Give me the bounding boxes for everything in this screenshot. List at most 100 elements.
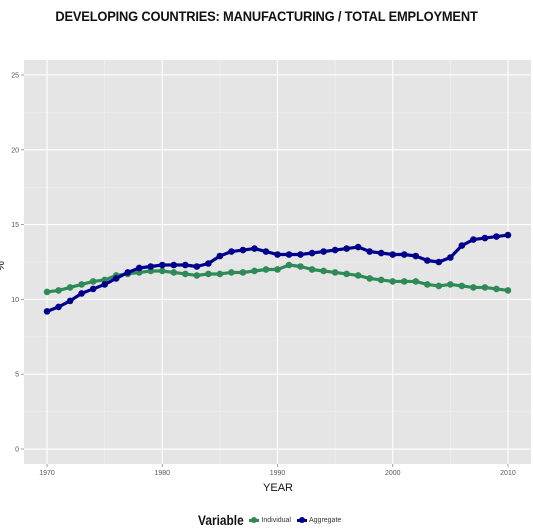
point-aggregate-1993: [308, 249, 316, 257]
point-aggregate-1990: [274, 251, 281, 258]
x-tick-label-1970: 1970: [39, 470, 55, 477]
series-individual: [43, 261, 512, 296]
point-individual-1989: [262, 266, 270, 273]
legend-key-individual: [249, 515, 260, 525]
point-individual-2010: [504, 287, 512, 294]
point-aggregate-1974: [89, 285, 97, 293]
point-individual-1996: [343, 270, 350, 278]
legend-item-aggregate: Aggregate: [296, 515, 342, 525]
point-individual-1994: [320, 267, 327, 275]
x-tick-label-2000: 2000: [385, 470, 401, 477]
point-individual-1970: [43, 288, 51, 296]
point-individual-2005: [447, 281, 454, 288]
point-aggregate-2000: [389, 251, 397, 258]
point-aggregate-1995: [331, 246, 339, 254]
legend: Variable Individual Aggregate: [0, 510, 533, 530]
point-aggregate-1996: [343, 245, 350, 252]
point-aggregate-2006: [458, 242, 466, 249]
point-aggregate-2001: [400, 251, 408, 258]
point-aggregate-1997: [354, 243, 362, 251]
point-aggregate-2005: [447, 254, 454, 261]
point-individual-1981: [170, 269, 178, 276]
point-individual-1988: [251, 267, 258, 275]
point-individual-1971: [55, 287, 62, 294]
point-individual-1982: [182, 270, 189, 278]
point-individual-1972: [66, 284, 74, 291]
point-aggregate-1983: [193, 263, 201, 270]
point-aggregate-1998: [366, 248, 373, 255]
point-individual-1991: [285, 261, 293, 269]
y-tick-label-5: 5: [15, 372, 19, 379]
legend-label-aggregate: Aggregate: [308, 516, 342, 524]
point-individual-2006: [458, 282, 466, 290]
point-individual-2001: [400, 278, 408, 285]
point-individual-2000: [389, 278, 397, 285]
point-aggregate-1978: [135, 264, 143, 272]
y-tick-label-0: 0: [15, 447, 19, 454]
point-individual-1995: [331, 269, 339, 276]
point-individual-1993: [308, 266, 316, 273]
point-individual-1986: [228, 269, 235, 276]
point-individual-2008: [481, 284, 489, 291]
point-individual-2002: [412, 278, 420, 285]
point-individual-1980: [158, 267, 166, 275]
point-aggregate-2007: [470, 236, 477, 243]
y-tick-label-25: 25: [11, 72, 19, 79]
point-individual-1984: [205, 270, 212, 278]
series-aggregate: [43, 231, 512, 315]
point-aggregate-1979: [147, 263, 155, 270]
x-axis-title: YEAR: [263, 482, 293, 494]
y-tick-label-10: 10: [11, 297, 19, 304]
point-aggregate-2003: [423, 257, 431, 264]
plot-area: 0 5 10 15 20 25 1970 1980 1990 2000 2010 YEAR %: [0, 60, 531, 494]
point-aggregate-1985: [216, 252, 224, 260]
point-aggregate-2009: [493, 233, 500, 240]
point-aggregate-2010: [504, 231, 512, 239]
point-aggregate-2008: [481, 234, 489, 242]
point-aggregate-1976: [112, 275, 120, 282]
point-aggregate-1972: [66, 297, 74, 305]
point-individual-1997: [354, 272, 362, 279]
point-aggregate-1971: [55, 303, 62, 311]
point-aggregate-1975: [101, 281, 108, 288]
point-individual-1987: [239, 269, 247, 276]
major-gridlines: [24, 60, 531, 464]
point-individual-1992: [297, 263, 304, 270]
point-individual-1999: [377, 276, 385, 284]
legend-title: Variable: [197, 512, 244, 528]
point-aggregate-1989: [262, 248, 270, 255]
point-individual-2009: [493, 285, 500, 293]
point-aggregate-1981: [170, 261, 178, 269]
point-aggregate-1994: [320, 248, 327, 255]
legend-label-individual: Individual: [261, 516, 291, 524]
chart-title: DEVELOPING COUNTRIES: MANUFACTURING / TO…: [55, 8, 478, 24]
point-aggregate-1999: [377, 249, 385, 257]
point-aggregate-1988: [251, 245, 258, 252]
legend-item-individual: Individual: [249, 515, 291, 525]
point-individual-1974: [89, 278, 97, 285]
point-aggregate-1982: [182, 261, 189, 269]
y-tick-label-15: 15: [11, 222, 19, 229]
x-tick-label-2010: 2010: [500, 470, 516, 477]
point-aggregate-2002: [412, 252, 420, 260]
y-tick-label-20: 20: [11, 147, 19, 154]
point-individual-2004: [435, 282, 443, 290]
point-aggregate-1977: [124, 269, 132, 276]
y-axis-ticks: 0 5 10 15 20 25: [11, 72, 24, 454]
point-individual-1990: [274, 266, 281, 273]
y-axis-title: %: [0, 261, 7, 271]
x-tick-label-1990: 1990: [270, 470, 286, 477]
point-individual-1983: [193, 272, 201, 279]
point-aggregate-1973: [78, 290, 85, 297]
point-aggregate-1987: [239, 246, 247, 254]
point-individual-1973: [78, 281, 85, 288]
point-individual-2007: [470, 284, 477, 291]
point-aggregate-1986: [228, 248, 235, 255]
series-layer: [43, 231, 512, 315]
x-axis-ticks: 1970 1980 1990 2000 2010: [39, 464, 516, 477]
point-aggregate-1984: [205, 260, 212, 267]
point-aggregate-1992: [297, 251, 304, 258]
point-individual-1998: [366, 275, 373, 282]
point-aggregate-1991: [285, 251, 293, 258]
point-individual-2003: [423, 281, 431, 288]
